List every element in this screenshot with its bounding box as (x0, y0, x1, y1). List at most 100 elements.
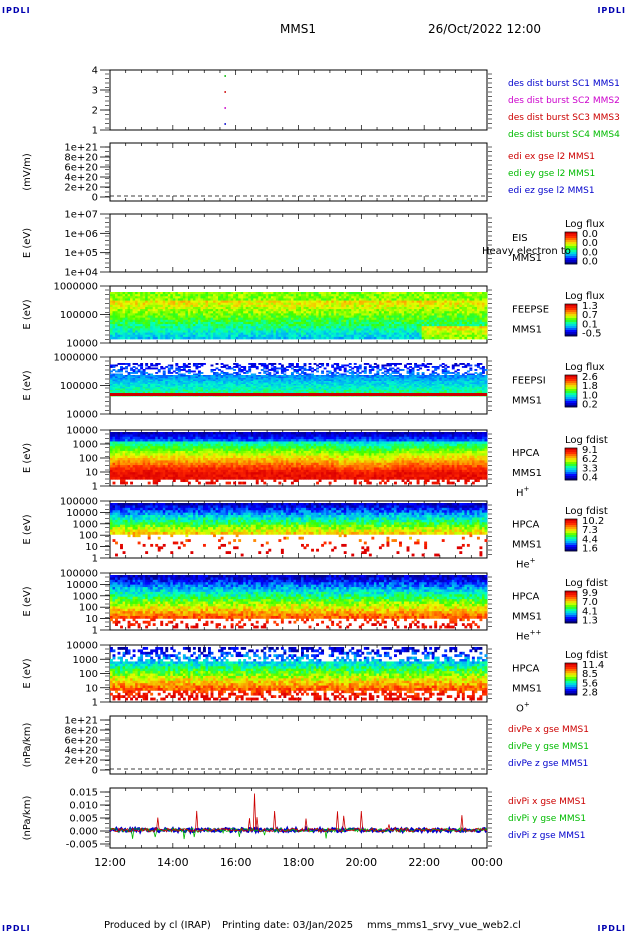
spectrogram-cell (472, 337, 475, 340)
y-tick-label: 100000 (60, 310, 98, 321)
spectrogram-cell (190, 371, 193, 373)
spectrogram-cell (118, 363, 121, 365)
spectrogram-cell (115, 365, 118, 367)
spectrogram-cell (241, 371, 244, 373)
spectrogram-cell (123, 363, 126, 365)
spectrogram-cell (273, 363, 276, 365)
colorbar-segment (565, 377, 577, 379)
colorbar-tick-label: 0.2 (582, 400, 598, 411)
spectrogram-cell (263, 337, 266, 340)
legend-entry: edi ex gse l2 MMS1 (508, 152, 595, 162)
colorbar-segment (565, 242, 577, 244)
spectrogram-cell (115, 337, 118, 340)
spectrogram-cell (248, 363, 251, 365)
spectrogram-cell (200, 372, 203, 374)
spectrogram-cell (150, 365, 153, 367)
spectrogram-cell (233, 372, 236, 374)
spectrogram-cell (110, 366, 113, 368)
spectrogram-cell (276, 368, 279, 370)
colorbar-segment (565, 379, 577, 381)
spectrogram-cell (261, 365, 264, 367)
spectrogram-cell (198, 337, 201, 340)
spectrogram-cell (256, 337, 259, 340)
spectrogram-cell (273, 371, 276, 373)
spectrogram-cell (462, 337, 465, 340)
spectrogram-cell (113, 369, 116, 371)
spectrogram-cell (226, 337, 229, 340)
spectrogram-cell (170, 368, 173, 370)
y-axis-label: (mV/m) (22, 153, 33, 191)
spectrogram-cell (120, 371, 123, 373)
spectrogram-cell (304, 337, 307, 340)
spectrogram-cell (389, 337, 392, 340)
spectrogram-cell (203, 363, 206, 365)
spectrogram-cell (120, 363, 123, 365)
spectrogram-cell (346, 337, 349, 340)
spectrogram-cell (261, 369, 264, 371)
spectrogram-cell (454, 337, 457, 340)
spectrogram-cell (150, 368, 153, 370)
colorbar-tick-label: 0.0 (582, 257, 598, 268)
spectrogram-cell (427, 337, 430, 340)
colorbar-segment (565, 397, 577, 399)
spectrogram-cell (195, 337, 198, 340)
y-tick-label: 1e+06 (64, 229, 98, 240)
spectrogram-cell (457, 337, 460, 340)
spectrogram-cell (301, 337, 304, 340)
spectrogram-cell (278, 363, 281, 365)
spectrogram-cell (170, 372, 173, 374)
spectrogram-cell (125, 371, 128, 373)
spectrogram-cell (467, 337, 470, 340)
y-axis-label: E (eV) (22, 370, 33, 400)
spectrogram-cell (369, 337, 372, 340)
spectrogram-cell (216, 363, 219, 365)
spectrogram-cell (175, 365, 178, 367)
spectrogram-cell (223, 337, 226, 340)
spectrogram-cell (125, 368, 128, 370)
spectrogram-cell (351, 337, 354, 340)
spectrogram-cell (331, 337, 334, 340)
spectrogram-cell (263, 368, 266, 370)
y-tick-label: 4 (92, 66, 98, 77)
instrument-label: FEEPSE (512, 305, 549, 316)
y-tick-label: 1e+07 (64, 210, 98, 221)
spectrogram-cell (391, 337, 394, 340)
spectrogram-cell (238, 365, 241, 367)
y-axis-label: E (eV) (22, 299, 33, 329)
spectrogram-cell (153, 365, 156, 367)
y-tick-label: 0 (92, 193, 98, 204)
spectrogram-cell (143, 337, 146, 340)
burst-marker (224, 91, 226, 93)
spectrogram-cell (130, 372, 133, 374)
spectrogram-cell (402, 337, 405, 340)
spectrogram-cell (261, 337, 264, 340)
spectrogram-cell (291, 337, 294, 340)
spectrogram-cell (113, 366, 116, 368)
spectrogram-cell (243, 369, 246, 371)
spectrogram-cell (271, 365, 274, 367)
spectrogram-cell (133, 363, 136, 365)
spectrogram-cell (228, 337, 231, 340)
spectrogram-cell (263, 372, 266, 374)
colorbar-segment (565, 393, 577, 395)
spectrogram-cell (150, 337, 153, 340)
spectrogram-cell (273, 337, 276, 340)
spectrogram-cell (133, 366, 136, 368)
spectrogram-cell (221, 337, 224, 340)
panel-frame (110, 214, 487, 272)
colorbar-segment (565, 238, 577, 240)
spectrogram-cell (276, 372, 279, 374)
spectrogram-cell (183, 337, 186, 340)
spectrogram-cell (366, 337, 369, 340)
spectrogram-cell (233, 337, 236, 340)
spectrogram-cell (384, 337, 387, 340)
colorbar-segment (565, 320, 577, 322)
colorbar-segment (565, 389, 577, 391)
spectrogram-cell (208, 337, 211, 340)
spectrogram-cell (165, 337, 168, 340)
legend-entry: des dist burst SC2 MMS2 (508, 96, 620, 106)
spectrogram-cell (399, 337, 402, 340)
spectrogram-cell (120, 337, 123, 340)
spectrogram-cell (188, 372, 191, 374)
